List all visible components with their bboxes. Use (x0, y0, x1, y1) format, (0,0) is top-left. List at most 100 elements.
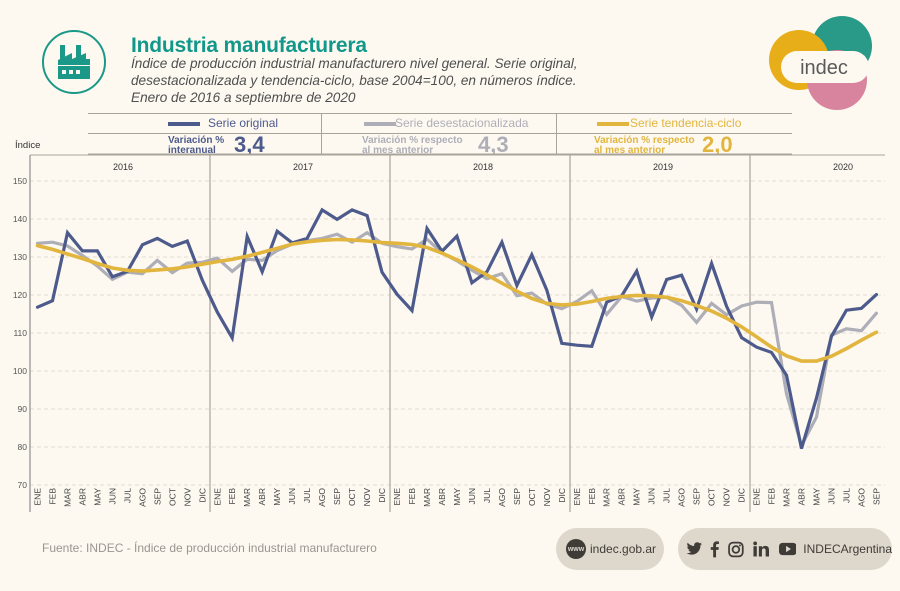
x-tick-label: MAR (782, 488, 792, 507)
x-tick-label: NOV (542, 488, 552, 507)
legend-top-divider (88, 113, 792, 114)
x-tick-label: DIC (557, 488, 567, 503)
x-tick-label: MAY (272, 488, 282, 506)
x-tick-label: ENE (33, 488, 43, 506)
x-tick-label: NOV (362, 488, 372, 507)
x-tick-label: DIC (377, 488, 387, 503)
twitter-icon[interactable] (686, 541, 703, 557)
legend-swatch-deseasonalized (364, 122, 396, 126)
year-label: 2017 (293, 162, 313, 172)
variation-label-line: al mes anterior (594, 145, 666, 156)
variation-label-line: Variación % respecto (594, 135, 695, 146)
year-bands: 2016 2017 2018 2019 2020 (113, 155, 853, 512)
y-tick-label: 80 (18, 442, 28, 452)
x-tick-label: FEB (407, 488, 417, 505)
variation-label-deseasonalized: Variación % respecto al mes anterior (362, 136, 463, 156)
y-tick-label: 150 (13, 176, 27, 186)
x-tick-label: JUL (122, 488, 132, 503)
x-tick-label: NOV (722, 488, 732, 507)
variation-label-trend: Variación % respecto al mes anterior (594, 136, 695, 156)
website-link[interactable]: www indec.gob.ar (556, 528, 664, 570)
page-title: Industria manufacturera (131, 34, 367, 57)
year-label: 2020 (833, 162, 853, 172)
x-tick-label: MAR (242, 488, 252, 507)
x-tick-label: SEP (152, 488, 162, 505)
subtitle-line-3: Enero de 2016 a septiembre de 2020 (131, 90, 356, 105)
linkedin-icon[interactable] (753, 541, 770, 557)
x-tick-label: ENE (392, 488, 402, 506)
legend-label-original: Serie original (208, 116, 279, 130)
x-tick-label: DIC (737, 488, 747, 503)
x-tick-label: JUN (647, 488, 657, 505)
legend-label-trend: Serie tendencia-ciclo (630, 116, 742, 130)
x-tick-label: AGO (137, 488, 147, 507)
y-tick-label: 140 (13, 214, 27, 224)
x-tick-label: OCT (527, 488, 537, 506)
social-handle[interactable]: INDECArgentina (803, 542, 892, 556)
y-axis-label: Índice (15, 140, 41, 151)
brand-text: indec (800, 57, 848, 79)
variation-label-line: Variación % respecto (362, 135, 463, 146)
factory-icon (58, 45, 90, 79)
x-tick-label: ABR (796, 488, 806, 505)
variation-label-line: interanual (168, 145, 216, 156)
legend-divider (321, 114, 322, 154)
x-tick-label: JUN (826, 488, 836, 505)
legend-swatch-original (168, 122, 200, 126)
x-tick-label: JUN (107, 488, 117, 505)
x-tick-label: JUL (302, 488, 312, 503)
variation-label-line: al mes anterior (362, 145, 434, 156)
x-tick-label: MAR (62, 488, 72, 507)
x-tick-label: MAY (92, 488, 102, 506)
year-label: 2016 (113, 162, 133, 172)
legend-divider (556, 114, 557, 154)
grid (29, 153, 885, 512)
source-note: Fuente: INDEC - Índice de producción ind… (42, 541, 377, 555)
x-tick-label: SEP (332, 488, 342, 505)
x-tick-label: JUL (482, 488, 492, 503)
variation-value-trend: 2,0 (702, 132, 733, 157)
x-tick-label: ABR (617, 488, 627, 505)
y-tick-label: 70 (18, 480, 28, 490)
x-tick-label: DIC (197, 488, 207, 503)
youtube-icon[interactable] (778, 542, 797, 556)
x-tick-label: FEB (47, 488, 57, 505)
variation-value-deseasonalized: 4,3 (478, 132, 509, 157)
x-tick-label: JUN (467, 488, 477, 505)
x-tick-label: AGO (317, 488, 327, 507)
x-tick-label: MAR (422, 488, 432, 507)
series-lines (35, 207, 879, 450)
x-tick-label: FEB (767, 488, 777, 505)
x-tick-label: JUL (662, 488, 672, 503)
x-tick-label: OCT (347, 488, 357, 506)
x-tick-label: MAY (632, 488, 642, 506)
variation-label-line: Variación % (168, 135, 225, 146)
x-tick-label: FEB (587, 488, 597, 505)
instagram-icon[interactable] (728, 541, 744, 558)
y-tick-label: 130 (13, 252, 27, 262)
y-axis-ticks: 70 80 90 100 110 120 130 140 150 (13, 176, 27, 490)
x-tick-label: MAY (811, 488, 821, 506)
facebook-icon[interactable] (710, 540, 719, 558)
legend-swatch-trend (597, 122, 629, 126)
x-tick-label: ABR (257, 488, 267, 505)
y-tick-label: 110 (13, 328, 27, 338)
legend-label-deseasonalized: Serie desestacionalizada (395, 116, 529, 130)
x-tick-label: ENE (212, 488, 222, 506)
year-label: 2019 (653, 162, 673, 172)
x-tick-label: FEB (227, 488, 237, 505)
x-tick-label: AGO (497, 488, 507, 507)
x-tick-label: ENE (572, 488, 582, 506)
x-tick-label: MAY (452, 488, 462, 506)
y-tick-label: 120 (13, 290, 27, 300)
legend-mid-divider (88, 133, 792, 134)
factory-logo (42, 30, 106, 94)
x-tick-label: ABR (77, 488, 87, 505)
x-tick-label: OCT (707, 488, 717, 506)
x-tick-label: SEP (692, 488, 702, 505)
y-tick-label: 90 (18, 404, 28, 414)
x-axis-ticks: ENE FEB MAR ABR MAY JUN JUL AGO SEP OCT NOV DIC ENE F… (33, 488, 882, 507)
indec-logo: indec (766, 16, 876, 116)
variation-label-original: Variación % interanual (168, 136, 224, 156)
